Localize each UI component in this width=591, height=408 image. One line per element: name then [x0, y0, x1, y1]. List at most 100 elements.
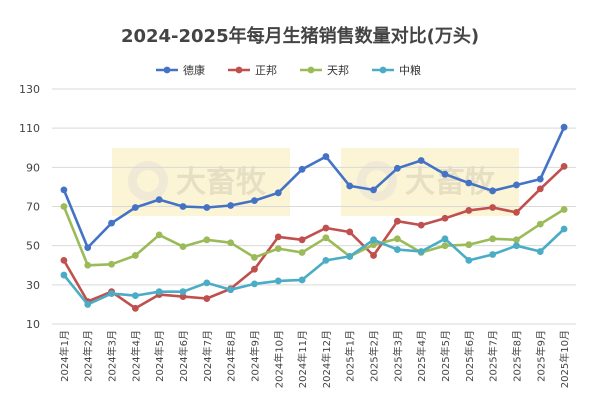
- data-point: [536, 185, 544, 193]
- data-point: [370, 241, 377, 249]
- legend-dot-marker: [379, 66, 387, 74]
- data-point: [131, 304, 139, 312]
- legend-label: 天邦: [327, 64, 349, 77]
- watermark: 大畜牧: [341, 148, 519, 216]
- watermark: 大畜牧: [112, 148, 290, 216]
- data-point: [370, 186, 377, 194]
- data-point: [251, 197, 258, 205]
- data-point: [131, 252, 139, 259]
- data-point: [465, 241, 473, 249]
- y-tick-label: 130: [19, 83, 40, 96]
- watermark-logo-inner-icon: [366, 170, 388, 192]
- y-tick-label: 110: [19, 122, 40, 135]
- watermark-text: 大畜牧: [405, 165, 496, 200]
- data-point: [203, 236, 211, 244]
- legend-label: 德康: [183, 63, 205, 77]
- data-point: [298, 165, 306, 173]
- x-tick-label: 2024年12月: [320, 330, 333, 388]
- data-point: [489, 204, 497, 211]
- data-point: [227, 202, 235, 209]
- chart-title: 2024-2025年每月生猪销售数量对比(万头): [121, 25, 479, 47]
- data-point: [513, 236, 520, 244]
- data-point: [179, 293, 187, 300]
- legend-label: 中粮: [399, 63, 421, 77]
- data-point: [346, 228, 354, 236]
- watermarks: 大畜牧 大畜牧: [112, 148, 519, 216]
- legend-item: 德康: [156, 63, 205, 77]
- y-axis-ticks: 10 30 50 70 90 110 130: [19, 83, 40, 331]
- data-point: [536, 220, 544, 228]
- data-point: [274, 233, 282, 241]
- data-point: [84, 244, 92, 252]
- data-point: [274, 189, 282, 197]
- data-point: [417, 157, 425, 164]
- x-tick-label: 2024年5月: [153, 330, 166, 382]
- x-tick-label: 2025年2月: [368, 330, 381, 382]
- y-tick-label: 10: [26, 318, 40, 331]
- series-group: [60, 123, 568, 312]
- data-point: [131, 292, 139, 300]
- series-1: [60, 123, 568, 252]
- data-point: [274, 245, 282, 253]
- x-tick-label: 2024年10月: [272, 330, 285, 388]
- data-point: [346, 182, 354, 190]
- legend-dot-marker: [163, 66, 171, 74]
- data-point: [560, 162, 568, 170]
- data-point: [441, 242, 449, 250]
- legend-dot-marker: [235, 66, 243, 74]
- x-tick-label: 2025年10月: [558, 330, 571, 388]
- series-line: [62, 126, 566, 249]
- data-point: [489, 235, 497, 243]
- data-point: [417, 221, 425, 229]
- data-point: [203, 204, 211, 211]
- data-point: [465, 256, 473, 264]
- data-point: [393, 217, 401, 225]
- x-tick-label: 2024年2月: [82, 330, 95, 382]
- data-point: [251, 265, 258, 273]
- data-point: [251, 254, 258, 261]
- data-point: [227, 239, 235, 247]
- data-point: [298, 249, 306, 256]
- series-4: [60, 225, 568, 308]
- data-point: [441, 170, 449, 178]
- data-point: [155, 288, 163, 296]
- data-point: [227, 286, 235, 294]
- data-point: [203, 279, 211, 287]
- data-point: [536, 175, 544, 183]
- data-point: [393, 246, 401, 253]
- x-tick-label: 2025年5月: [439, 330, 452, 382]
- x-tick-label: 2024年3月: [106, 330, 119, 382]
- data-point: [370, 252, 377, 259]
- data-point: [251, 280, 258, 288]
- data-point: [108, 260, 115, 268]
- series-line: [62, 228, 565, 306]
- data-point: [60, 203, 68, 210]
- y-tick-label: 50: [26, 240, 40, 253]
- legend-item: 天邦: [300, 64, 349, 77]
- x-tick-label: 2024年9月: [248, 330, 261, 382]
- data-point: [560, 123, 568, 131]
- series-line: [62, 165, 565, 310]
- data-point: [155, 231, 163, 239]
- data-point: [441, 235, 449, 243]
- data-point: [489, 187, 497, 195]
- data-point: [513, 181, 520, 189]
- data-point: [203, 295, 211, 302]
- legend-dot-marker: [307, 66, 315, 74]
- data-point: [465, 207, 473, 214]
- data-point: [179, 243, 187, 251]
- data-point: [179, 288, 187, 296]
- data-point: [465, 179, 473, 187]
- grid-lines: [52, 88, 576, 325]
- data-point: [417, 248, 425, 255]
- legend-label: 正邦: [255, 64, 277, 77]
- data-point: [298, 276, 306, 284]
- x-tick-label: 2025年3月: [391, 330, 404, 382]
- y-tick-label: 90: [26, 161, 40, 174]
- data-point: [155, 196, 163, 204]
- watermark-text: 大畜牧: [176, 165, 267, 200]
- x-tick-label: 2024年8月: [225, 330, 238, 382]
- data-point: [560, 206, 568, 213]
- x-tick-label: 2025年1月: [344, 330, 357, 382]
- data-point: [513, 208, 520, 216]
